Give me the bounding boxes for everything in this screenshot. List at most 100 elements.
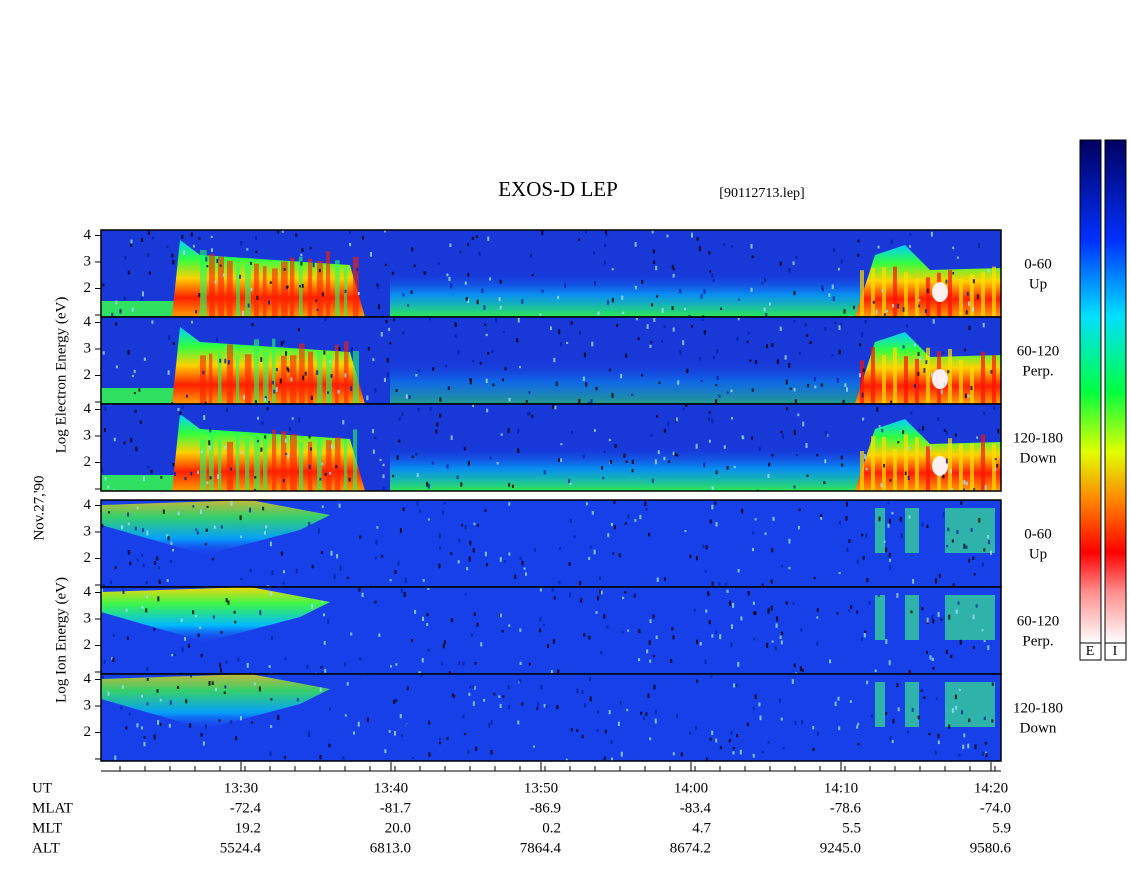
- streak: [926, 347, 930, 404]
- time-axis: UT 13:30 13:40 13:50 14:00 14:10 14:20 MLAT -72.…: [32, 762, 1012, 856]
- noise: [443, 640, 446, 645]
- noise: [965, 481, 968, 486]
- noise: [297, 328, 300, 332]
- noise: [758, 702, 761, 707]
- noise: [111, 312, 114, 317]
- noise: [250, 287, 253, 292]
- noise: [321, 505, 324, 509]
- noise: [889, 479, 892, 482]
- noise: [883, 463, 886, 468]
- noise: [174, 472, 177, 476]
- noise: [527, 412, 530, 416]
- noise: [284, 657, 287, 661]
- noise: [206, 505, 209, 508]
- noise: [816, 616, 819, 619]
- noise: [885, 638, 888, 644]
- streak: [959, 278, 963, 317]
- noise: [416, 501, 419, 506]
- noise: [127, 550, 130, 555]
- colorbar-label-box: [1079, 642, 1102, 661]
- noise: [923, 696, 926, 699]
- noise: [246, 248, 249, 251]
- noise: [708, 411, 711, 414]
- panel-direction: Perp.: [1022, 633, 1053, 649]
- noise: [814, 385, 817, 389]
- noise: [166, 579, 169, 582]
- streak: [245, 264, 251, 317]
- noise: [737, 661, 740, 667]
- noise: [386, 357, 389, 363]
- noise: [826, 433, 829, 437]
- colorbar-label: E: [1086, 644, 1095, 659]
- noise: [115, 365, 118, 369]
- noise: [794, 399, 797, 404]
- noise: [507, 685, 510, 689]
- noise: [249, 261, 252, 265]
- noise: [680, 752, 683, 757]
- noise: [917, 371, 920, 376]
- noise: [271, 380, 274, 385]
- noise: [638, 658, 641, 662]
- noise: [770, 605, 773, 611]
- noise: [131, 307, 134, 312]
- noise: [446, 737, 449, 740]
- noise: [239, 515, 242, 521]
- noise: [237, 657, 240, 662]
- noise: [807, 383, 810, 388]
- noise: [581, 734, 584, 739]
- noise: [429, 406, 432, 411]
- noise: [240, 577, 243, 581]
- noise: [400, 588, 403, 594]
- noise: [428, 752, 431, 757]
- noise: [186, 394, 189, 398]
- noise: [622, 311, 625, 314]
- noise: [767, 473, 770, 478]
- noise: [194, 614, 197, 618]
- noise: [301, 283, 304, 288]
- noise: [960, 501, 963, 505]
- noise: [157, 719, 160, 725]
- noise: [180, 618, 183, 622]
- noise: [860, 637, 863, 641]
- noise: [496, 461, 499, 465]
- noise: [167, 370, 170, 375]
- noise: [284, 438, 287, 443]
- streak: [353, 429, 358, 491]
- streak: [272, 429, 277, 491]
- noise: [224, 685, 227, 689]
- streak: [209, 431, 214, 491]
- noise: [162, 509, 165, 514]
- noise: [828, 293, 831, 297]
- noise: [141, 726, 144, 730]
- noise: [887, 523, 890, 528]
- noise: [287, 368, 290, 373]
- noise: [148, 271, 151, 275]
- streak: [871, 268, 875, 317]
- noise: [737, 568, 740, 573]
- streak: [915, 358, 919, 404]
- noise: [400, 734, 403, 737]
- y-tick-label: 3: [84, 340, 92, 356]
- noise: [103, 659, 106, 664]
- noise: [197, 470, 200, 474]
- noise: [519, 556, 522, 561]
- noise: [929, 446, 932, 450]
- noise: [753, 637, 756, 641]
- noise: [269, 541, 272, 547]
- noise: [841, 463, 844, 467]
- noise: [220, 631, 223, 634]
- noise: [833, 248, 836, 252]
- noise: [441, 510, 444, 515]
- noise: [645, 712, 648, 716]
- noise: [831, 354, 834, 357]
- noise: [937, 733, 940, 738]
- noise: [399, 527, 402, 533]
- panel-range: 60-120: [1017, 613, 1060, 629]
- colorbar-label-box: [1104, 642, 1127, 661]
- noise: [877, 245, 880, 249]
- noise: [733, 683, 736, 688]
- noise: [846, 547, 849, 552]
- noise: [712, 279, 715, 282]
- noise: [366, 717, 369, 722]
- noise: [344, 373, 347, 378]
